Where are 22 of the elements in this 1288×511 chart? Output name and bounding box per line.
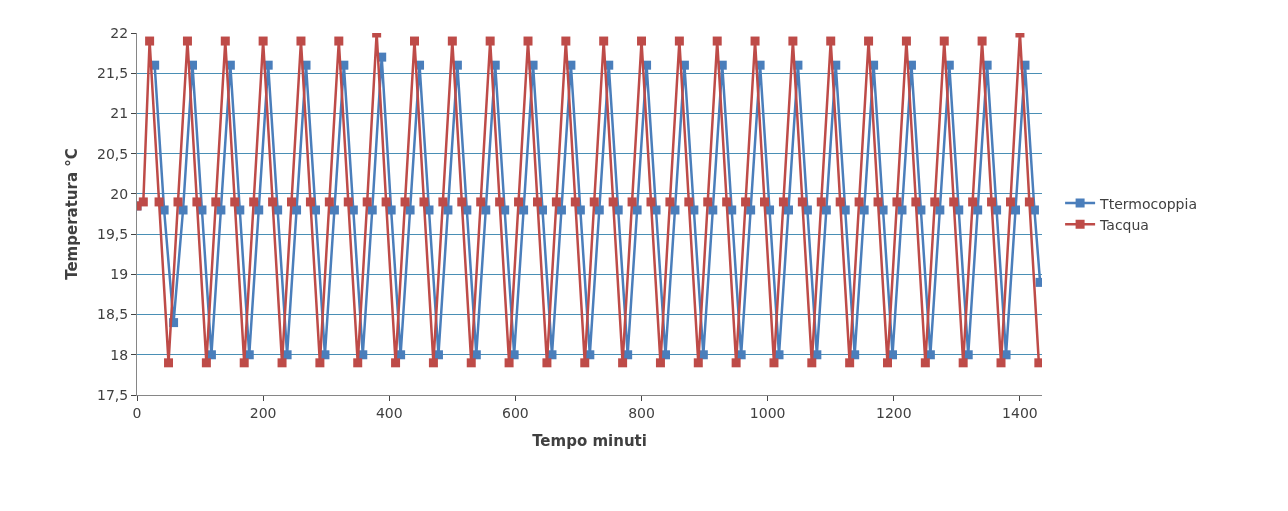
x-tick-label: 200 [249, 404, 277, 421]
legend-label: Tacqua [1099, 216, 1149, 233]
x-tick-label: 800 [628, 404, 655, 421]
y-tick-label: 18,5 [97, 306, 129, 323]
x-tick-label: 0 [132, 404, 142, 421]
x-tick-label: 600 [502, 404, 529, 421]
y-tick-label: 22 [110, 24, 129, 41]
x-tick-label: 1000 [749, 404, 786, 421]
x-tick-label: 1200 [875, 404, 912, 421]
x-tick-label: 1400 [1002, 404, 1038, 421]
y-tick-label: 19 [110, 266, 129, 283]
x-axis-title: Tempo minuti [532, 431, 647, 450]
y-tick-label: 21 [110, 105, 129, 122]
x-tick-label: 400 [375, 404, 403, 421]
y-tick-label: 20,5 [97, 145, 129, 162]
y-tick-label: 17,5 [97, 386, 129, 403]
y-tick-label: 21,5 [97, 65, 129, 82]
y-tick-label: 20 [110, 185, 129, 202]
y-tick-label: 18 [110, 346, 129, 363]
y-axis-title: Temperatura °C [63, 148, 82, 280]
y-tick-label: 19,5 [97, 226, 129, 243]
legend-label: Ttermocoppia [1099, 195, 1197, 212]
